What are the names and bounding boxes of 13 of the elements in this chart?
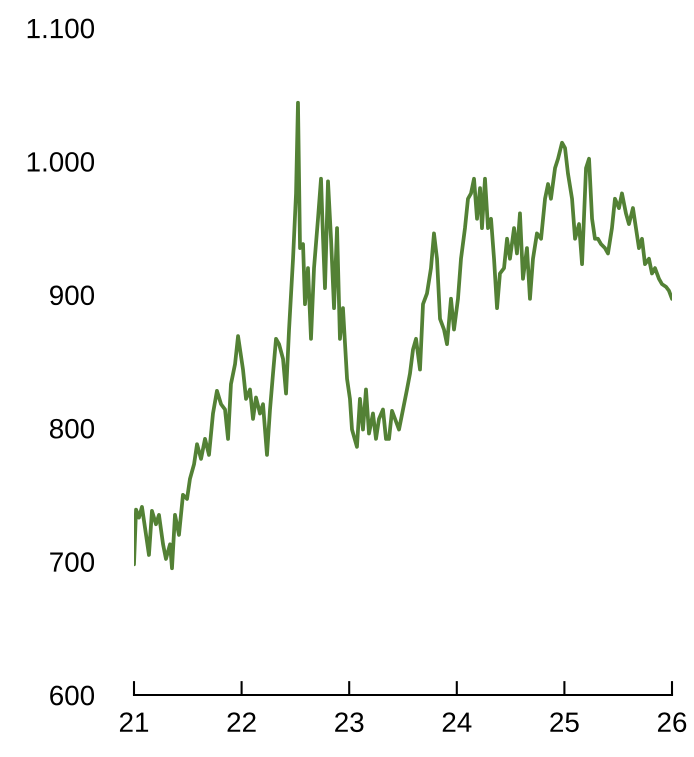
- x-tick-label: 21: [120, 712, 148, 732]
- line-series: [134, 100, 672, 570]
- x-tick-label: 22: [228, 712, 256, 732]
- x-tick-label: 25: [550, 712, 579, 732]
- y-tick-label: 1.000: [28, 152, 94, 172]
- y-tick-label: 700: [50, 552, 94, 572]
- x-tick-label: 26: [658, 712, 686, 732]
- x-tick-label: 24: [442, 712, 472, 732]
- y-tick-label: 1.100: [28, 18, 94, 38]
- y-tick-label: 900: [50, 285, 94, 306]
- y-tick-label: 800: [50, 418, 94, 439]
- y-tick-label: 600: [50, 686, 94, 706]
- x-tick-label: 23: [335, 712, 364, 732]
